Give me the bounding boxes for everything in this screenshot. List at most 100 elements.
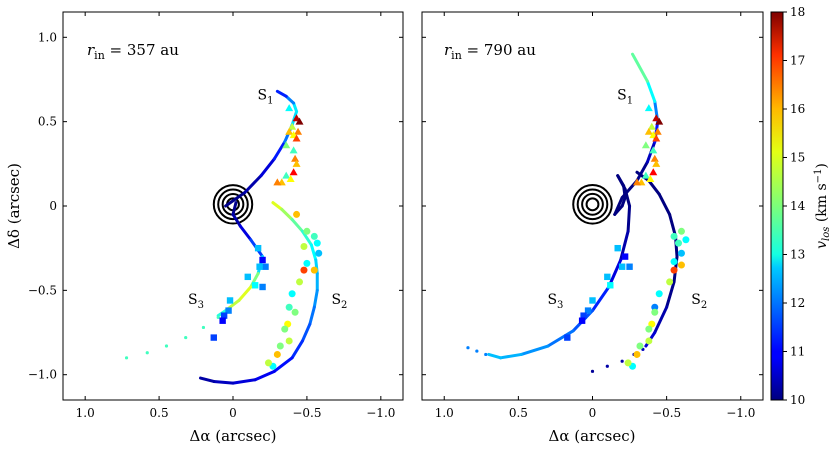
x-tick-label: −1.0 bbox=[726, 406, 755, 420]
observed-circle-marker bbox=[281, 325, 289, 333]
left-streamer-labels: S1 S2 S3 bbox=[188, 88, 347, 311]
model-curve-segment bbox=[619, 229, 630, 262]
colorbar-label-unit: (km s bbox=[814, 183, 830, 226]
observed-square-marker bbox=[219, 317, 226, 324]
observed-circle-marker bbox=[624, 359, 632, 367]
model-curve-segment bbox=[308, 305, 316, 326]
contour-ring bbox=[572, 184, 613, 225]
right-streamer-labels: S1 S2 S3 bbox=[547, 88, 707, 311]
colorbar-gradient bbox=[770, 11, 784, 401]
observed-triangle-marker bbox=[650, 154, 659, 162]
right-plot-area bbox=[466, 52, 690, 373]
observed-circle-marker bbox=[670, 266, 678, 274]
model-curve-segment bbox=[237, 285, 253, 302]
observed-triangle-marker bbox=[292, 159, 301, 167]
observed-triangle-marker bbox=[294, 127, 303, 135]
model-curve-segment bbox=[198, 376, 216, 383]
model-curve-segment bbox=[591, 285, 611, 313]
model-curve-segment bbox=[657, 192, 672, 216]
observed-triangle-marker bbox=[653, 127, 662, 135]
observed-circle-marker bbox=[291, 308, 299, 316]
left-axes-ticks: 1.0 0.5 0 −0.5 −1.0 1.0 0.5 0 −0.5 −1.0 bbox=[28, 12, 403, 420]
model-curve-segment bbox=[665, 280, 676, 309]
right-annotation-value: = 790 au bbox=[462, 41, 536, 59]
streamer-label: S2 bbox=[331, 292, 347, 311]
model-curve-segment bbox=[668, 212, 678, 238]
observed-triangle-marker bbox=[286, 175, 295, 183]
left-plot-area bbox=[124, 89, 323, 385]
observed-circle-marker bbox=[645, 337, 653, 345]
observed-circle-marker bbox=[651, 303, 659, 311]
model-curve-segment bbox=[645, 79, 657, 103]
colorbar-tick-label: 12 bbox=[790, 296, 805, 310]
observed-triangle-marker bbox=[285, 127, 294, 135]
x-tick-label: 1.0 bbox=[435, 406, 454, 420]
model-curve-dot bbox=[201, 325, 206, 330]
left-annotation-sub: in bbox=[94, 49, 105, 62]
observed-circle-marker bbox=[666, 278, 674, 286]
model-curve-dot bbox=[605, 364, 609, 368]
observed-triangle-marker bbox=[644, 104, 653, 112]
observed-square-marker bbox=[220, 312, 228, 319]
y-tick-label: 1.0 bbox=[38, 30, 57, 44]
observed-circle-marker bbox=[645, 325, 653, 333]
model-curve-dot bbox=[620, 359, 624, 363]
x-tick-label: −0.5 bbox=[652, 406, 681, 420]
observed-triangle-marker bbox=[292, 134, 301, 142]
observed-circle-marker bbox=[670, 232, 678, 240]
observed-triangle-marker bbox=[652, 134, 661, 142]
observed-triangle-marker bbox=[655, 117, 664, 125]
model-curve-dot bbox=[484, 352, 488, 357]
colorbar-tick-label: 10 bbox=[790, 393, 805, 407]
left-panel: 1.0 0.5 0 −0.5 −1.0 1.0 0.5 0 −0.5 −1.0 rin = 357… bbox=[5, 11, 404, 445]
x-tick-label: 0.5 bbox=[509, 406, 528, 420]
observed-circle-marker bbox=[677, 249, 685, 257]
observed-triangle-marker bbox=[282, 141, 291, 149]
observed-triangle-marker bbox=[647, 122, 656, 130]
observed-circle-marker bbox=[670, 258, 678, 266]
observed-square-marker bbox=[225, 307, 232, 314]
observed-square-marker bbox=[244, 273, 251, 281]
y-tick-label: −0.5 bbox=[28, 283, 57, 297]
model-curve-segment bbox=[272, 356, 294, 373]
model-curve-dot bbox=[124, 356, 129, 360]
streamer-label: S3 bbox=[547, 292, 563, 311]
contour-ring bbox=[212, 184, 254, 225]
model-curve-dot bbox=[145, 351, 149, 355]
colorbar-label-close: ) bbox=[814, 163, 830, 168]
observed-triangle-marker bbox=[646, 175, 655, 183]
model-curve-segment bbox=[231, 212, 242, 228]
observed-circle-marker bbox=[682, 236, 690, 244]
model-curve-segment bbox=[290, 339, 304, 360]
model-curve-segment bbox=[519, 344, 550, 356]
model-curve-segment bbox=[253, 369, 276, 382]
observed-square-marker bbox=[259, 256, 266, 264]
model-curve-segment bbox=[284, 94, 296, 105]
left-annotation: rin = 357 au bbox=[87, 41, 179, 62]
model-curve-segment bbox=[631, 52, 649, 83]
observed-triangle-marker bbox=[652, 159, 661, 167]
left-y-axis-label: Δδ (arcsec) bbox=[5, 163, 23, 249]
observed-circle-marker bbox=[284, 320, 292, 328]
observed-circle-marker bbox=[655, 290, 663, 298]
model-curve-dot bbox=[164, 344, 169, 348]
model-curve-dot bbox=[466, 346, 470, 350]
y-tick-label: 0.5 bbox=[38, 115, 57, 129]
contour-ring bbox=[217, 188, 249, 221]
right-annotation-sub: in bbox=[451, 49, 462, 62]
colorbar-label: vlos (km s−1) bbox=[813, 163, 831, 249]
colorbar: 10 11 12 13 14 15 16 17 18 vlos (km s−1) bbox=[770, 5, 831, 407]
observed-square-marker bbox=[618, 263, 626, 270]
model-curve-segment bbox=[309, 243, 318, 262]
model-curve-segment bbox=[290, 217, 304, 233]
colorbar-tick-label: 11 bbox=[790, 345, 805, 359]
observed-triangle-marker bbox=[632, 178, 641, 186]
observed-circle-marker bbox=[264, 359, 272, 367]
model-curve-segment bbox=[300, 229, 313, 247]
observed-circle-marker bbox=[296, 278, 304, 286]
observed-circle-marker bbox=[303, 259, 311, 267]
observed-triangle-marker bbox=[289, 146, 298, 154]
observed-circle-marker bbox=[273, 350, 281, 358]
colorbar-label-sub: los bbox=[821, 227, 831, 241]
